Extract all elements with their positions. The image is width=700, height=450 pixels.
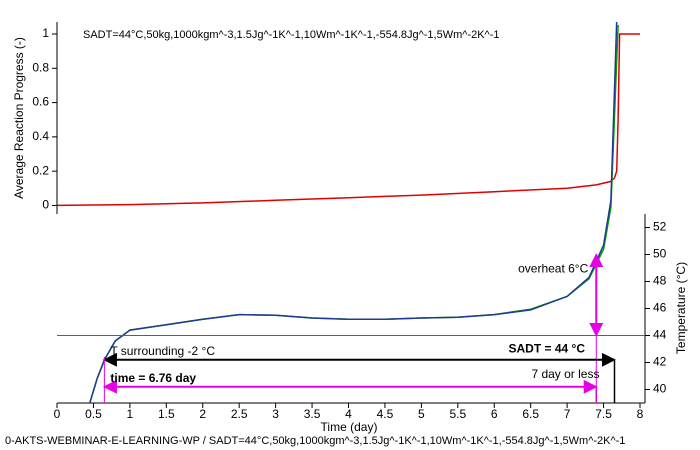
y2-tick-label: 48	[653, 274, 667, 288]
series-line	[89, 22, 618, 403]
x-tick-label: 5	[418, 407, 425, 421]
x-tick-label: 2.5	[231, 407, 248, 421]
footer: 0-AKTS-WEBMINAR-E-LEARNING-WP / SADT=44°…	[5, 435, 625, 447]
annotation-label: overheat 6°C	[518, 262, 589, 276]
y2-tick-label: 50	[653, 247, 667, 261]
x-tick-label: 4.5	[377, 407, 394, 421]
y-axis-label: Average Reaction Progress (-)	[12, 37, 26, 199]
x-tick-label: 7	[564, 407, 571, 421]
y-tick-label: 0	[42, 198, 49, 212]
annotation-label: T surrounding -2 °C	[110, 344, 215, 358]
x-tick-label: 6	[491, 407, 498, 421]
annotation-label: time = 6.76 day	[110, 371, 196, 385]
x-tick-label: 2	[199, 407, 206, 421]
x-tick-label: 4	[345, 407, 352, 421]
x-tick-label: 1.5	[158, 407, 175, 421]
y-tick-label: 0.2	[32, 163, 49, 177]
y2-tick-label: 46	[653, 301, 667, 315]
chart-title: SADT=44°C,50kg,1000kgm^-3,1.5Jg^-1K^-1,1…	[83, 29, 500, 41]
x-tick-label: 0	[54, 407, 61, 421]
x-axis-label: Time (day)	[321, 420, 378, 434]
y2-tick-label: 52	[653, 220, 667, 234]
y-tick-label: 0.8	[32, 60, 49, 74]
y-tick-label: 0.4	[32, 129, 49, 143]
x-tick-label: 1	[127, 407, 134, 421]
x-tick-label: 0.5	[85, 407, 102, 421]
y-tick-label: 1	[42, 26, 49, 40]
plot-area	[57, 22, 640, 403]
reference-label: SADT = 44 °C	[509, 342, 586, 356]
x-tick-label: 3.5	[304, 407, 321, 421]
y2-tick-label: 40	[653, 382, 667, 396]
y2-tick-label: 42	[653, 355, 667, 369]
y2-axis-label: Temperature (°C)	[674, 262, 688, 354]
y2-tick-label: 44	[653, 328, 667, 342]
x-tick-label: 3	[272, 407, 279, 421]
x-tick-label: 8	[637, 407, 644, 421]
x-tick-label: 5.5	[449, 407, 466, 421]
series-line	[57, 33, 640, 207]
x-tick-label: 7.5	[595, 407, 612, 421]
x-tick-label: 6.5	[522, 407, 539, 421]
y-tick-label: 0.6	[32, 95, 49, 109]
annotation-note: 7 day or less	[531, 367, 599, 381]
